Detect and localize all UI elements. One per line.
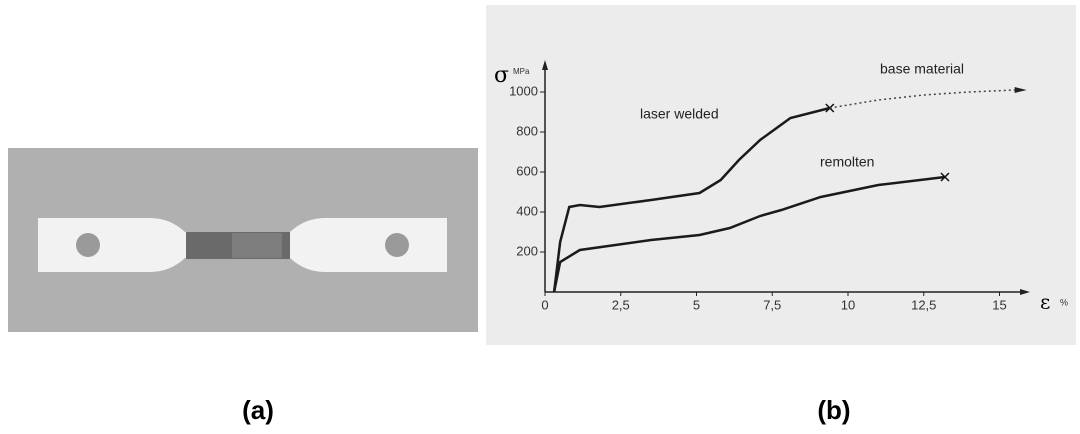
series-label: remolten: [820, 154, 874, 170]
caption: (b): [817, 395, 850, 425]
series-label: laser welded: [640, 106, 719, 122]
x-axis-label: ε: [1040, 290, 1050, 314]
series-label: base material: [880, 61, 964, 77]
y-axis-label: σ: [494, 63, 509, 88]
y-tick-label: 1000: [509, 83, 538, 98]
y-tick-label: 600: [516, 163, 538, 178]
caption: (a): [242, 395, 274, 425]
x-tick-label: 7,5: [763, 297, 781, 312]
x-tick-label: 5: [693, 297, 700, 312]
x-tick-label: 15: [992, 297, 1006, 312]
chart-background: [486, 5, 1076, 345]
x-tick-label: 2,5: [612, 297, 630, 312]
x-tick-label: 0: [541, 297, 548, 312]
x-tick-label: 12,5: [911, 297, 936, 312]
y-tick-label: 800: [516, 123, 538, 138]
y-axis-unit: MPa: [513, 67, 530, 76]
specimen-photo: [8, 148, 478, 332]
y-tick-label: 400: [516, 203, 538, 218]
x-axis-unit: %: [1060, 297, 1068, 307]
y-tick-label: 200: [516, 243, 538, 258]
figure: σ MPa ε% 200 400 600 800 1000 0 2,5 5 7,5 10 12,5 15 la…: [0, 0, 1080, 429]
x-tick-label: 10: [841, 297, 855, 312]
